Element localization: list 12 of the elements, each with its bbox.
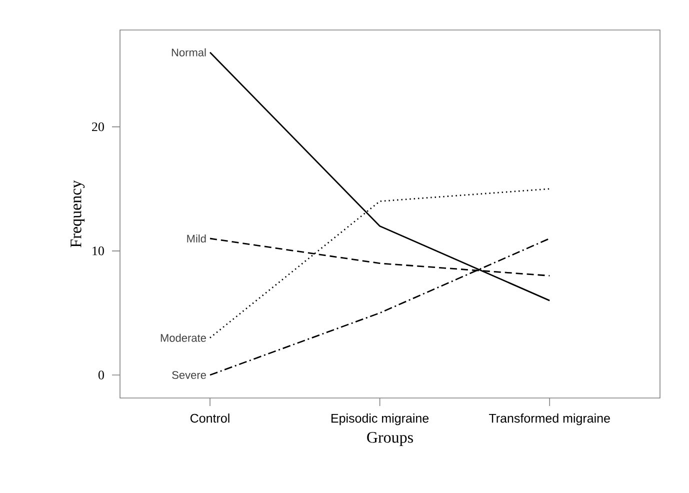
y-axis-title: Frequency bbox=[70, 180, 85, 248]
x-axis-title: Groups bbox=[367, 432, 413, 446]
x-tick-label: Control bbox=[190, 414, 230, 423]
x-tick-label: Episodic migraine bbox=[332, 414, 429, 426]
y-tick-label: 10 bbox=[92, 246, 104, 256]
y-tick-label: 0 bbox=[98, 370, 104, 380]
y-tick-label: 20 bbox=[92, 122, 104, 132]
x-tick-label: Transformed migraine bbox=[489, 414, 610, 426]
series-label: Normal bbox=[172, 48, 206, 56]
series-label: Severe bbox=[172, 371, 206, 379]
series-label: Moderate bbox=[160, 334, 206, 342]
series-label: Mild bbox=[187, 234, 206, 243]
